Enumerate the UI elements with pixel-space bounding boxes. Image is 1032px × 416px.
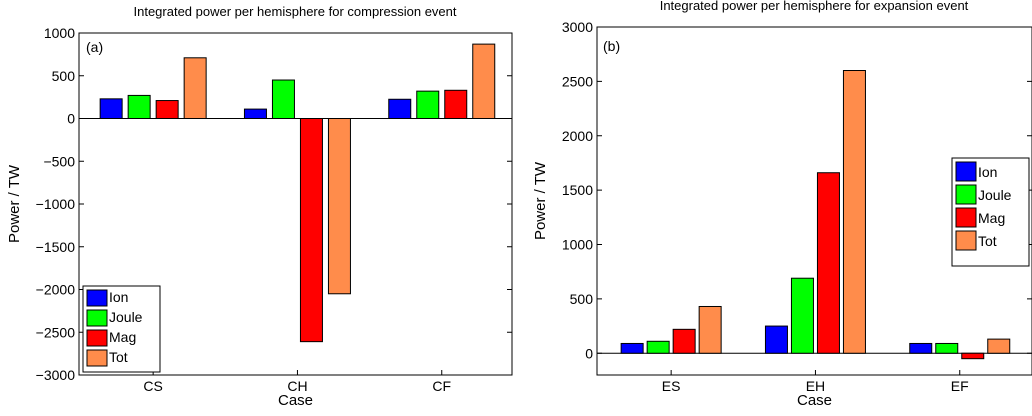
y-tick-label: 0 bbox=[585, 345, 593, 361]
legend-label-tot: Tot bbox=[109, 349, 128, 365]
bar-joule-cs bbox=[127, 94, 151, 119]
chart-panel-1: Integrated power per hemisphere for expa… bbox=[532, 0, 1032, 409]
bar-mag-cf bbox=[444, 89, 468, 120]
y-tick-label: −2000 bbox=[36, 282, 76, 298]
bar-tot-cs bbox=[183, 57, 207, 119]
legend-swatch-mag bbox=[955, 207, 977, 228]
bar-mag-ef bbox=[961, 352, 985, 360]
y-axis-label: Power / TW bbox=[6, 164, 23, 243]
y-tick-label: 2500 bbox=[562, 73, 593, 89]
bar-ion-ch bbox=[243, 108, 267, 120]
y-tick-label: −1000 bbox=[36, 196, 76, 212]
y-tick-label: 500 bbox=[52, 68, 76, 84]
y-axis-label: Power / TW bbox=[532, 161, 549, 240]
legend-label-mag: Mag bbox=[978, 210, 1005, 226]
legend-swatch-tot bbox=[86, 349, 108, 367]
y-tick-label: −3000 bbox=[36, 367, 76, 383]
legend-label-ion: Ion bbox=[109, 289, 128, 305]
panel-label: (b) bbox=[603, 38, 620, 54]
bar-ion-cs bbox=[99, 98, 123, 119]
chart-panel-0: Integrated power per hemisphere for comp… bbox=[6, 4, 513, 409]
chart-title: Integrated power per hemisphere for expa… bbox=[660, 0, 969, 13]
bar-joule-ch bbox=[271, 79, 295, 119]
axes-frame bbox=[596, 26, 1032, 376]
x-axis-label: Case bbox=[278, 392, 313, 409]
bar-mag-ch bbox=[299, 118, 323, 343]
x-axis-label: Case bbox=[797, 392, 832, 409]
bar-tot-ch bbox=[327, 118, 351, 295]
bar-joule-es bbox=[646, 340, 670, 354]
bar-ion-es bbox=[620, 342, 644, 354]
legend-swatch-tot bbox=[955, 230, 977, 251]
x-tick-label: CS bbox=[143, 378, 162, 394]
bar-ion-ef bbox=[909, 342, 933, 354]
y-tick-label: 500 bbox=[570, 291, 594, 307]
bar-ion-cf bbox=[388, 98, 412, 119]
bar-mag-es bbox=[672, 328, 696, 354]
bar-tot-ef bbox=[987, 338, 1011, 354]
bar-mag-eh bbox=[816, 172, 840, 354]
bar-joule-cf bbox=[416, 90, 440, 119]
bar-joule-ef bbox=[935, 342, 959, 354]
legend-swatch-joule bbox=[955, 184, 977, 205]
legend-swatch-ion bbox=[86, 289, 108, 307]
y-tick-label: −1500 bbox=[36, 239, 76, 255]
y-tick-label: 3000 bbox=[562, 19, 593, 35]
y-tick-label: 0 bbox=[67, 111, 75, 127]
legend-label-joule: Joule bbox=[978, 187, 1012, 203]
x-tick-label: EH bbox=[806, 378, 825, 394]
panel-label: (a) bbox=[86, 39, 103, 55]
y-tick-label: 1000 bbox=[44, 25, 75, 41]
bar-tot-eh bbox=[842, 70, 866, 354]
legend-label-ion: Ion bbox=[978, 164, 997, 180]
x-tick-label: CH bbox=[287, 378, 307, 394]
legend-label-tot: Tot bbox=[978, 233, 997, 249]
y-tick-label: 1500 bbox=[562, 182, 593, 198]
bar-tot-cf bbox=[472, 43, 496, 120]
bar-joule-eh bbox=[790, 277, 814, 354]
legend: Ion Joule Mag Tot bbox=[951, 157, 1030, 267]
legend: Ion Joule Mag Tot bbox=[82, 285, 161, 373]
legend-label-mag: Mag bbox=[109, 329, 136, 345]
chart-title: Integrated power per hemisphere for comp… bbox=[133, 4, 456, 19]
legend-swatch-ion bbox=[955, 161, 977, 182]
y-tick-label: 2000 bbox=[562, 128, 593, 144]
legend-swatch-mag bbox=[86, 329, 108, 347]
legend-label-joule: Joule bbox=[109, 309, 143, 325]
y-tick-label: −500 bbox=[43, 153, 75, 169]
bar-ion-eh bbox=[764, 325, 788, 354]
x-tick-label: EF bbox=[951, 378, 969, 394]
y-tick-label: 1000 bbox=[562, 237, 593, 253]
bar-tot-es bbox=[698, 305, 722, 354]
y-tick-label: −2500 bbox=[36, 324, 76, 340]
legend-swatch-joule bbox=[86, 309, 108, 327]
bar-mag-cs bbox=[155, 100, 179, 119]
x-tick-label: CF bbox=[432, 378, 451, 394]
x-tick-label: ES bbox=[662, 378, 681, 394]
